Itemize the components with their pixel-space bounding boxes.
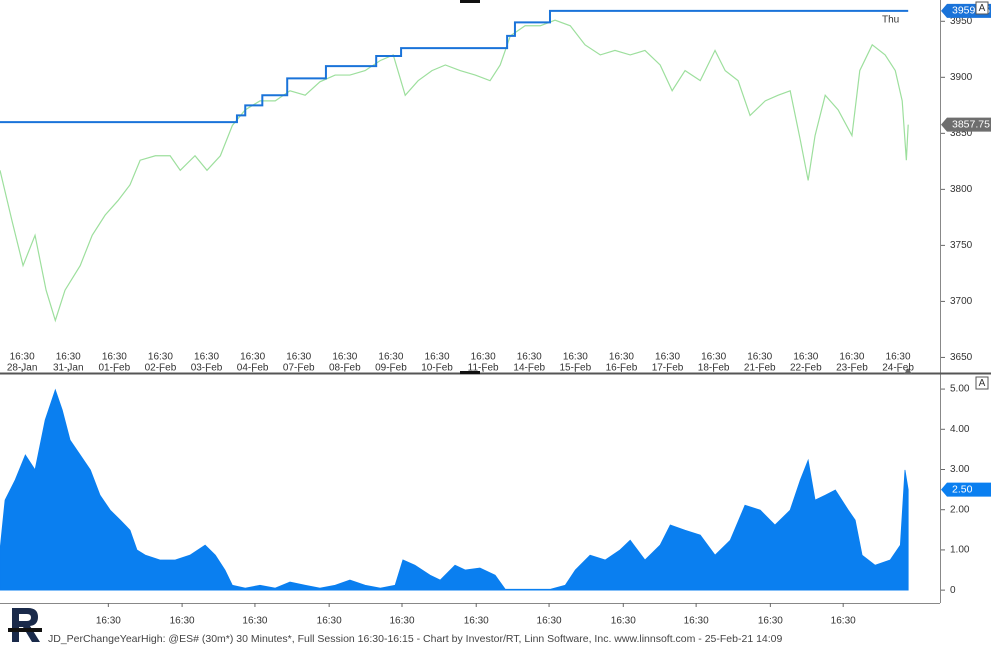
y-tick-label: 5.00 (950, 384, 970, 395)
x-tick-label: 21-Feb (744, 363, 776, 374)
area (0, 388, 909, 591)
pane: 0 1.00 2.00 3.00 4.00 5.00 16:30 16:30 16:30 16:3… (0, 376, 991, 627)
x-tick-label: 04-Feb (237, 363, 269, 374)
x-tick-time: 16:30 (701, 352, 726, 363)
step-line (0, 9, 909, 124)
y-tick-label: 3900 (950, 72, 973, 83)
x-tick-label: 28-Jan (7, 363, 38, 374)
x-tick-time: 16:30 (839, 352, 864, 363)
x-tick-label: 14-Feb (513, 363, 545, 374)
footer-text: JD_PerChangeYearHigh: @ES# (30m*) 30 Min… (48, 633, 783, 645)
scale-button (975, 1, 989, 15)
scroll-marker (904, 368, 912, 374)
y-tick-label: 3800 (950, 184, 973, 195)
x-tick-time: 16:30 (286, 352, 311, 363)
last-value-label: 3959.25 (952, 5, 990, 17)
x-tick-label: 16:30 (537, 616, 562, 627)
annotation: Thu (882, 15, 899, 26)
x-tick-time: 16:30 (655, 352, 680, 363)
pane-tab (460, 0, 480, 3)
pane-tab (460, 371, 480, 374)
x-tick-label: 10-Feb (421, 363, 453, 374)
x-tick-time: 16:30 (517, 352, 542, 363)
x-tick-label: 24-Feb (882, 363, 914, 374)
x-tick-label: 17-Feb (652, 363, 684, 374)
x-tick-label: 11-Feb (468, 363, 499, 374)
logo-r (12, 608, 40, 642)
last-value-label: 3857.75 (952, 118, 990, 130)
y-tick-label: 4.00 (950, 424, 970, 435)
x-tick-time: 16:30 (102, 352, 127, 363)
x-tick-label: 03-Feb (191, 363, 223, 374)
x-tick-label: 02-Feb (145, 363, 177, 374)
last-value-label: 2.50 (952, 483, 973, 495)
x-tick-time: 16:30 (332, 352, 357, 363)
x-tick-label: 16:30 (170, 616, 195, 627)
x-tick-label: 31-Jan (53, 363, 84, 374)
x-tick-label: 16:30 (758, 616, 783, 627)
y-tick-label: 1.00 (950, 545, 970, 556)
logo (8, 608, 42, 642)
x-tick-time: 16:30 (56, 352, 81, 363)
x-tick-label: 22-Feb (790, 363, 822, 374)
x-tick-label: 16-Feb (606, 363, 638, 374)
x-tick-time: 16:30 (563, 352, 588, 363)
y-tick-label: 3700 (950, 296, 973, 307)
x-tick-label: 16:30 (317, 616, 342, 627)
x-tick-label: 16:30 (831, 616, 856, 627)
x-tick-time: 16:30 (240, 352, 265, 363)
x-tick-label: 16:30 (611, 616, 636, 627)
x-tick-time: 16:30 (10, 352, 35, 363)
y-tick-label: 3850 (950, 128, 973, 139)
x-tick-time: 16:30 (194, 352, 219, 363)
x-tick-label: 23-Feb (836, 363, 868, 374)
scale-button-label: A (979, 3, 986, 14)
x-tick-time: 16:30 (425, 352, 450, 363)
x-tick-time: 16:30 (471, 352, 496, 363)
scale-button (975, 376, 989, 390)
y-tick-label: 0 (950, 585, 956, 596)
y-tick-label: 3.00 (950, 464, 970, 475)
x-tick-label: 08-Feb (329, 363, 361, 374)
x-tick-time: 16:30 (747, 352, 772, 363)
x-tick-time: 16:30 (793, 352, 818, 363)
scale-button-label: A (979, 378, 986, 389)
x-tick-label: 16:30 (389, 616, 414, 627)
x-tick-time: 16:30 (378, 352, 403, 363)
x-tick-time: 16:30 (148, 352, 173, 363)
x-tick-label: 16:30 (464, 616, 489, 627)
x-tick-label: 15-Feb (559, 363, 591, 374)
pane: 365037003750380038503900395016:3028-Jan1… (0, 1, 991, 374)
value-badge (941, 117, 991, 132)
value-badge (941, 482, 991, 497)
logo-bar (8, 628, 42, 632)
x-tick-label: 16:30 (242, 616, 267, 627)
x-tick-label: 09-Feb (375, 363, 407, 374)
price-line (0, 19, 909, 323)
x-tick-label: 16:30 (684, 616, 709, 627)
y-tick-label: 3750 (950, 240, 973, 251)
y-tick-label: 3950 (950, 16, 973, 27)
y-tick-label: 2.00 (950, 504, 970, 515)
x-tick-label: 01-Feb (98, 363, 130, 374)
x-tick-label: 18-Feb (698, 363, 730, 374)
x-tick-time: 16:30 (609, 352, 634, 363)
x-tick-time: 16:30 (886, 352, 911, 363)
x-tick-label: 16:30 (96, 616, 121, 627)
x-tick-label: 07-Feb (283, 363, 315, 374)
y-tick-label: 3650 (950, 352, 973, 363)
